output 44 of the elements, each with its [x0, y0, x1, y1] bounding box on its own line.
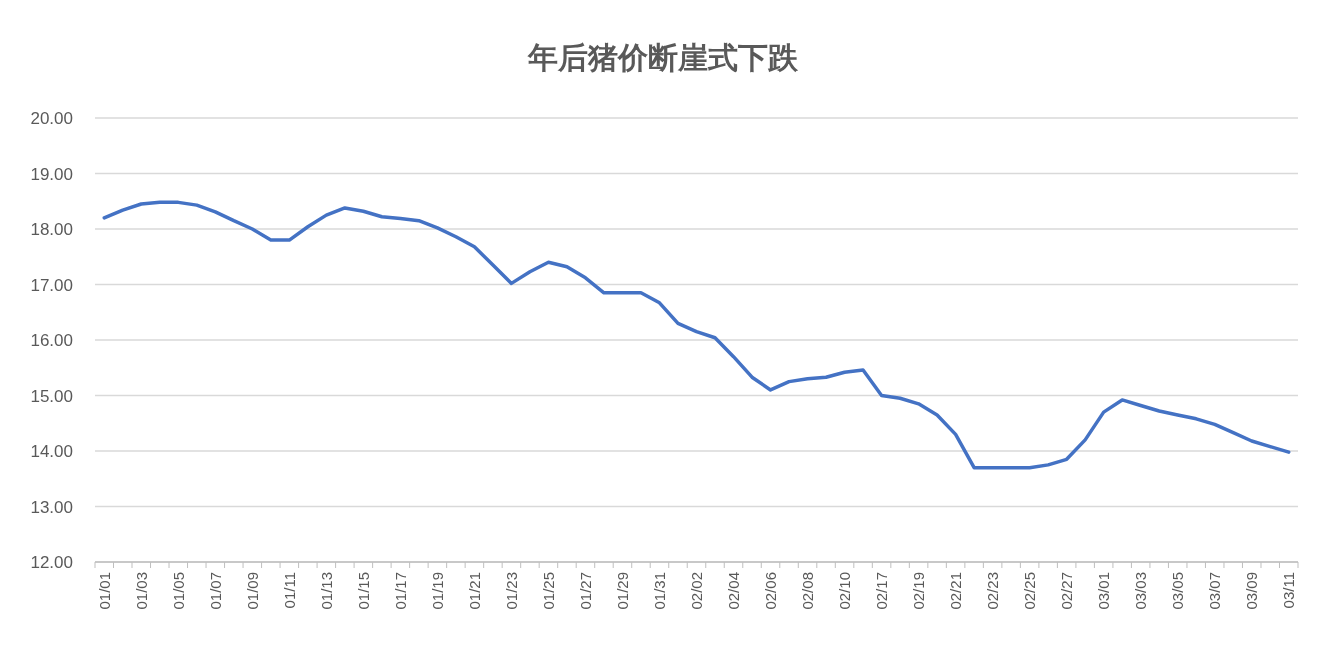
x-tick-label: 02/19 — [910, 572, 928, 610]
x-tick-label: 01/07 — [206, 572, 224, 610]
x-tick-label: 01/09 — [243, 572, 261, 610]
x-tick-label: 03/05 — [1169, 572, 1187, 610]
line-series — [102, 200, 1291, 470]
x-tick-label: 03/01 — [1095, 572, 1113, 610]
x-tick-label: 01/03 — [132, 572, 150, 610]
x-tick-label: 02/27 — [1058, 572, 1076, 610]
y-tick-label: 14.00 — [30, 442, 73, 461]
x-tick-label: 01/25 — [539, 572, 557, 610]
x-tick-label: 01/17 — [391, 572, 409, 610]
x-tick-label: 01/31 — [650, 572, 668, 610]
chart-title: 年后猪价断崖式下跌 — [527, 41, 799, 74]
x-tick-label: 02/17 — [873, 572, 891, 610]
x-tick-label: 01/23 — [502, 572, 520, 610]
y-tick-label: 15.00 — [30, 386, 73, 406]
x-tick-label: 03/07 — [1206, 572, 1224, 610]
x-tick-label: 02/04 — [725, 572, 743, 610]
x-tick-label: 01/21 — [465, 572, 483, 610]
x-tick-label: 01/05 — [169, 572, 187, 610]
x-tick-label: 02/23 — [984, 572, 1002, 610]
x-tick-label: 02/21 — [947, 572, 965, 610]
x-tick-label: 02/25 — [1021, 572, 1039, 610]
x-tick-label: 03/03 — [1132, 572, 1150, 610]
y-tick-label: 18.00 — [30, 220, 73, 239]
x-tick-label: 02/08 — [799, 572, 817, 610]
x-tick-label: 03/09 — [1243, 572, 1261, 610]
y-tick-label: 12.00 — [30, 553, 73, 572]
x-tick-label: 01/29 — [613, 572, 631, 610]
x-tick-label: 01/15 — [354, 572, 372, 610]
x-tick-label: 01/01 — [95, 572, 113, 610]
x-tick-label: 01/11 — [280, 572, 298, 609]
y-tick-label: 16.00 — [30, 331, 73, 350]
x-tick-label: 03/11 — [1280, 572, 1298, 609]
x-tick-label: 02/10 — [836, 572, 854, 610]
y-tick-label: 20.00 — [30, 109, 73, 128]
y-tick-label: 13.00 — [30, 497, 73, 517]
x-tick-label: 01/27 — [576, 572, 594, 610]
x-tick-label: 02/06 — [762, 572, 780, 610]
y-tick-label: 19.00 — [30, 164, 73, 184]
x-tick-label: 01/19 — [428, 572, 446, 610]
x-tick-label: 01/13 — [317, 572, 335, 610]
y-tick-label: 17.00 — [30, 275, 73, 295]
x-tick-label: 02/02 — [688, 572, 705, 610]
